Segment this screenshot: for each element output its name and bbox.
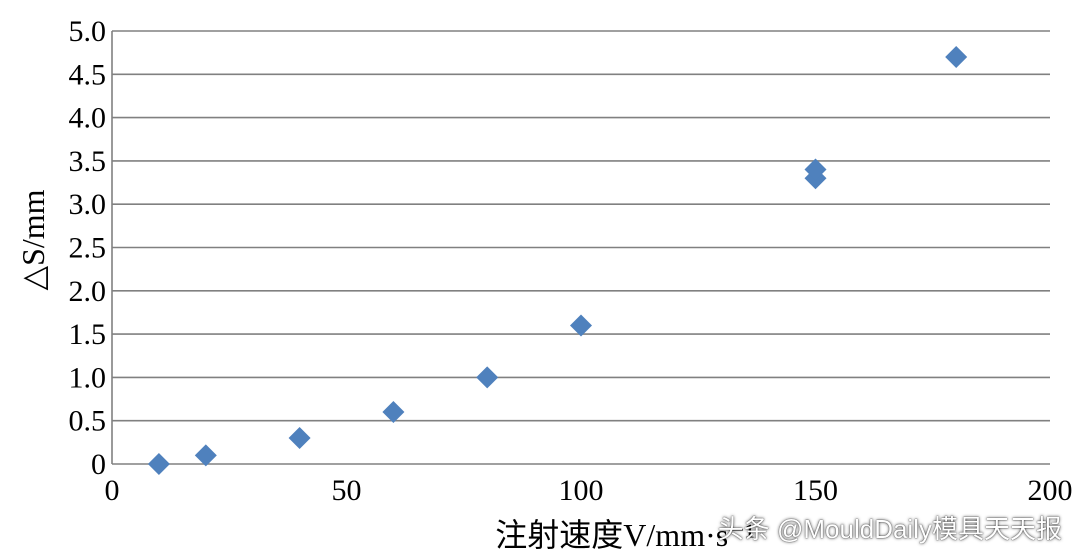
y-tick-label: 3.5 [69,145,107,178]
y-axis-label: △S/mm [15,189,51,290]
y-tick-label: 0.5 [69,405,107,438]
data-point-7 [804,158,827,181]
data-point-1 [194,444,217,467]
y-tick-label: 1.5 [69,318,107,351]
data-point-8 [945,45,968,68]
axes [111,31,1050,465]
y-tick-label: 1.0 [69,361,107,394]
data-point-0 [147,453,170,475]
x-axis-label: 注射速度V/mm·s⁻¹ [495,517,754,553]
data-point-3 [382,401,405,424]
y-tick-label: 0 [91,448,106,481]
x-tick-label: 200 [1028,474,1073,507]
x-tick-label: 100 [559,474,604,507]
data-point-2 [288,427,311,450]
y-tick-label: 2.0 [69,275,107,308]
y-tick-label: 5.0 [69,15,107,48]
tick-labels: 0 0.5 1.0 1.5 2.0 2.5 3.0 3.5 4.0 4.5 5.0 0 50 100 150… [69,15,1073,507]
y-tick-label: 3.0 [69,188,107,221]
x-tick-label: 0 [105,474,120,507]
y-tick-label: 2.5 [69,232,107,265]
y-tick-label: 4.0 [69,102,107,135]
x-tick-label: 150 [793,474,838,507]
watermark: 头条 @MouldDaily模具天天报 [717,514,1062,544]
gridlines [112,30,1050,422]
x-tick-label: 50 [332,474,362,507]
data-points [147,45,968,475]
data-point-5 [570,314,592,337]
data-point-4 [476,366,499,389]
y-tick-label: 4.5 [69,58,107,91]
